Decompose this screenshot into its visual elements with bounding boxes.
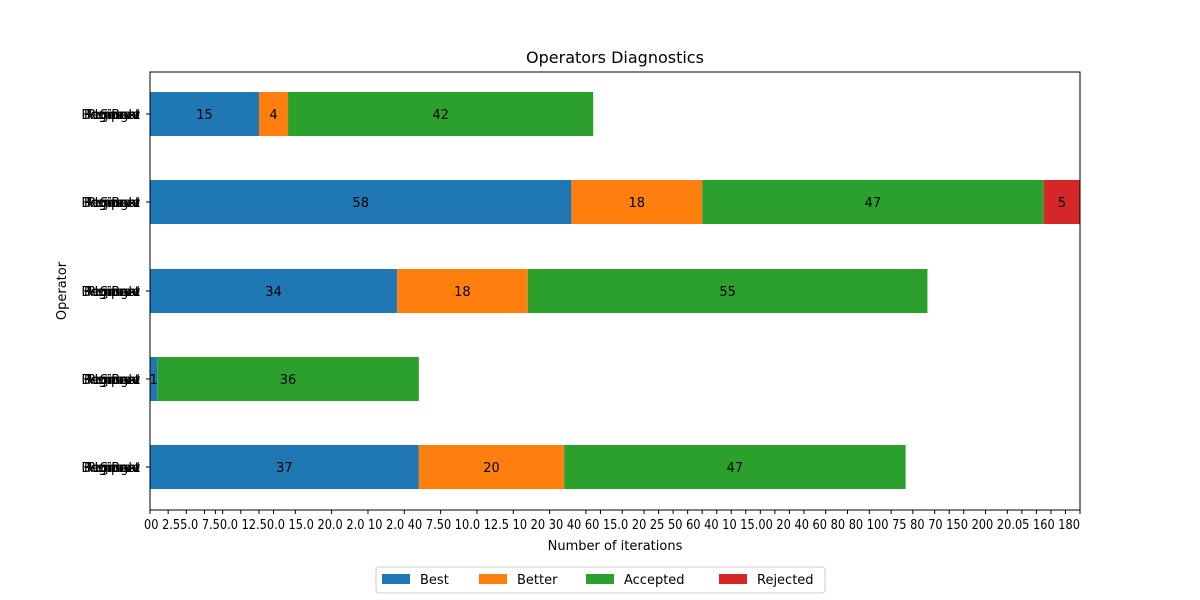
bar-value-label: 18	[454, 285, 471, 300]
y-tick-label: Improv	[95, 373, 141, 388]
y-tick-label: Best	[111, 285, 140, 300]
bars-group: 15 4 42 58 18 47 5 34 18 55 1 36 37 20 47	[149, 92, 1080, 489]
chart-title: Operators Diagnostics	[526, 48, 704, 67]
y-tick-label: Beginner	[81, 373, 140, 388]
y-tick-label: Remove	[87, 373, 140, 388]
y-tick-label: Best	[111, 461, 140, 476]
y-axis-label: Operator	[55, 261, 70, 320]
y-tick-label: Improv	[95, 108, 141, 123]
bar-better-2	[397, 269, 528, 313]
bar-better-0	[258, 92, 289, 136]
y-tick-label: Beginner	[81, 108, 140, 123]
y-tick-label: Beginner	[81, 196, 140, 211]
y-tick-label: Single	[100, 196, 140, 211]
y-tick-label: Remove	[87, 108, 140, 123]
y-tick-label: Regional	[84, 108, 140, 123]
bar-accepted-3	[157, 357, 419, 401]
bar-best-4	[150, 445, 419, 489]
bar-value-label: 34	[265, 285, 282, 300]
y-tick-label: Regional	[84, 285, 140, 300]
x-axis-label: Number of iterations	[548, 539, 683, 554]
y-tick-label: Best	[111, 108, 140, 123]
y-tick-label: Single	[100, 285, 140, 300]
legend-label-accepted: Accepted	[624, 573, 685, 588]
bar-better-4	[418, 445, 565, 489]
bar-better-1	[571, 180, 703, 224]
y-tick-label: Single	[100, 461, 140, 476]
bar-accepted-1	[702, 180, 1044, 224]
bar-value-label: 47	[727, 461, 744, 476]
bar-best-1	[150, 180, 572, 224]
y-ticks-group: BeginnerRegionalSingleBestImprovRemoveBe…	[81, 108, 150, 476]
bar-accepted-2	[527, 269, 928, 313]
legend-swatch-better	[479, 574, 507, 584]
bar-best-2	[150, 269, 398, 313]
bar-accepted-0	[288, 92, 594, 136]
bar-accepted-4	[564, 445, 906, 489]
y-tick-label: Single	[100, 108, 140, 123]
bar-value-label: 5	[1058, 196, 1066, 211]
y-tick-label: Beginner	[81, 461, 140, 476]
y-tick-label: Remove	[87, 196, 140, 211]
y-tick-label: Single	[100, 373, 140, 388]
legend-swatch-best	[382, 574, 410, 584]
bar-value-label: 20	[483, 461, 500, 476]
bar-value-label: 1	[149, 373, 157, 388]
legend-label-better: Better	[517, 573, 558, 588]
legend-label-best: Best	[420, 573, 449, 588]
bar-value-label: 55	[719, 285, 736, 300]
y-tick-label: Remove	[87, 461, 140, 476]
legend-label-rejected: Rejected	[757, 573, 814, 588]
y-tick-label: Beginner	[81, 285, 140, 300]
bar-rejected-1	[1043, 180, 1080, 224]
y-tick-label: Improv	[95, 285, 141, 300]
bar-value-label: 37	[276, 461, 293, 476]
y-tick-label: Best	[111, 196, 140, 211]
legend: Best Better Accepted Rejected	[375, 566, 826, 594]
legend-swatch-rejected	[719, 574, 747, 584]
bar-value-label: 58	[352, 196, 369, 211]
x-tick-labels: 00 2.55.0 7.50.0 12.50.0 15.0 20.0 2.0 1…	[144, 518, 1080, 533]
y-tick-label: Improv	[95, 196, 141, 211]
bar-value-label: 42	[432, 108, 449, 123]
bar-best-3	[150, 357, 158, 401]
y-tick-label: Improv	[95, 461, 141, 476]
y-tick-label: Regional	[84, 196, 140, 211]
bar-value-label: 36	[280, 373, 297, 388]
plot-frame	[149, 71, 1081, 511]
bar-value-label: 15	[196, 108, 213, 123]
y-tick-label: Regional	[84, 461, 140, 476]
y-tick-label: Remove	[87, 285, 140, 300]
legend-swatch-accepted	[586, 574, 614, 584]
x-ticks-group: 00 2.55.0 7.50.0 12.50.0 15.0 20.0 2.0 1…	[144, 510, 1081, 533]
y-tick-label: Regional	[84, 373, 140, 388]
bar-value-label: 4	[269, 108, 277, 123]
y-tick-label: Best	[111, 373, 140, 388]
bar-value-label: 18	[629, 196, 646, 211]
bar-value-label: 47	[865, 196, 882, 211]
bar-best-0	[150, 92, 259, 136]
